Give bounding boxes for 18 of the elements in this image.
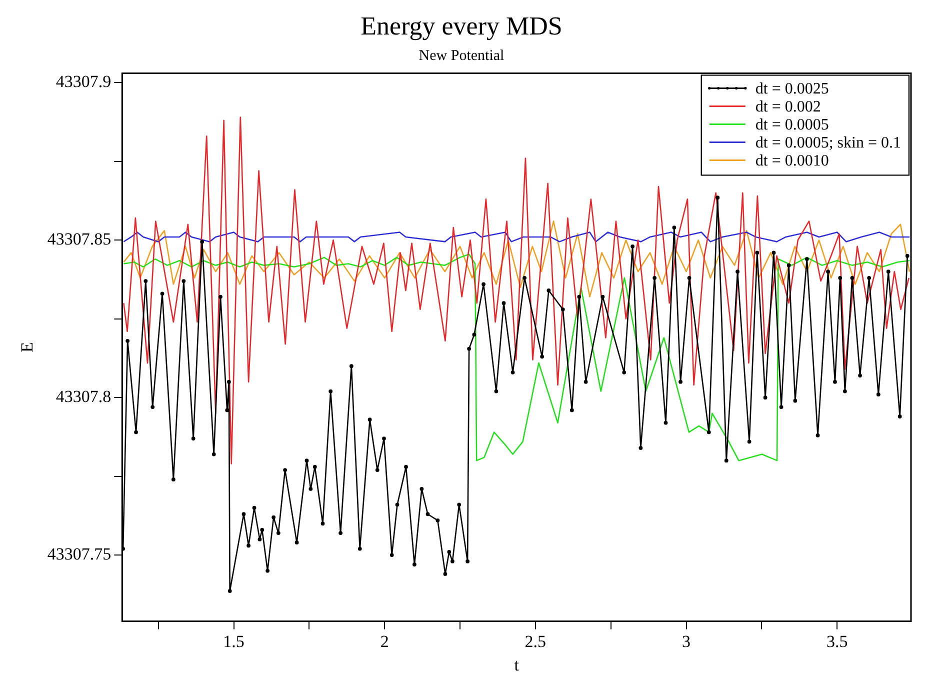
legend-label: dt = 0.0025 xyxy=(755,80,829,98)
x-tick-label: 3 xyxy=(682,632,691,651)
x-tick-label: 3.5 xyxy=(826,632,848,651)
x-tick-label: 2.5 xyxy=(524,632,546,651)
y-tick-label: 43307.9 xyxy=(56,72,112,92)
chart-title: Energy every MDS xyxy=(360,11,562,40)
legend-label: dt = 0.0005 xyxy=(755,116,829,134)
chart-subtitle: New Potential xyxy=(418,48,504,64)
x-tick-label: 1.5 xyxy=(223,632,244,651)
legend-label: dt = 0.002 xyxy=(755,98,821,116)
legend-label: dt = 0.0005; skin = 0.1 xyxy=(755,134,901,152)
x-tick-label: 2 xyxy=(380,632,389,651)
y-tick-label: 43307.8 xyxy=(56,387,112,406)
x-axis-title: t xyxy=(514,655,520,674)
legend-label: dt = 0.0010 xyxy=(755,152,829,170)
y-axis-title: E xyxy=(18,342,37,352)
y-tick-label: 43307.85 xyxy=(47,230,112,249)
y-tick-label: 43307.75 xyxy=(47,544,112,564)
